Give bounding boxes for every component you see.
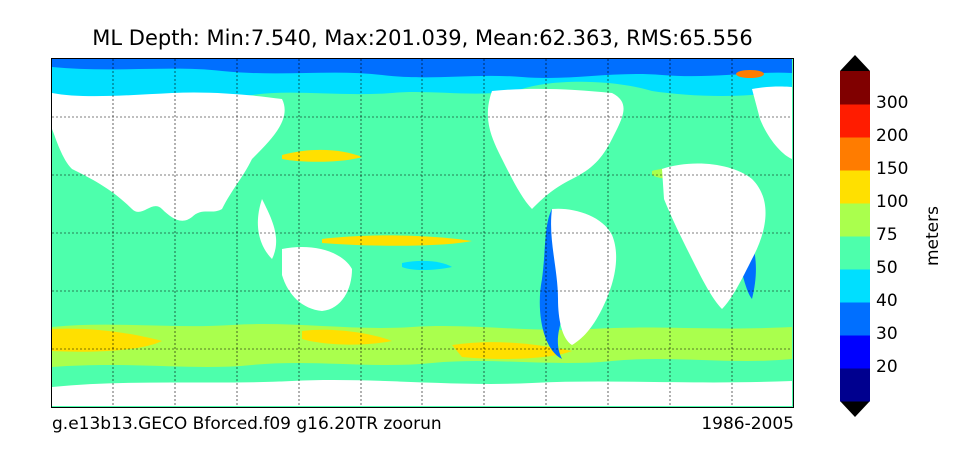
- east-pacific-shallow-patch: [402, 260, 452, 270]
- north-america-landmass: [487, 88, 624, 209]
- africa-landmass: [662, 163, 766, 309]
- colorbar-segment: [840, 269, 870, 303]
- south-australia-deep-patch: [302, 329, 392, 345]
- colorbar-segment: [840, 137, 870, 171]
- colorbar-tick-label: 20: [876, 357, 898, 377]
- colorbar-over-arrow: [840, 55, 870, 71]
- arctic-deep-patch: [736, 70, 764, 78]
- colorbar-segment: [840, 104, 870, 138]
- map-grid: [52, 59, 792, 406]
- colorbar-tick-label: 150: [876, 159, 909, 179]
- colorbar-tick-label: 100: [876, 192, 909, 212]
- colorbar: [840, 55, 870, 417]
- colorbar-tick-label: 300: [876, 93, 909, 113]
- colorbar-segment: [840, 368, 870, 402]
- south-america-landmass: [551, 208, 617, 345]
- colorbar-tick-label: 200: [876, 126, 909, 146]
- colorbar-segment: [840, 170, 870, 204]
- colorbar-tick-label: 30: [876, 324, 898, 344]
- south-pacific-deep-patch: [452, 342, 572, 359]
- asia-europe-landmass: [52, 92, 285, 221]
- colorbar-units-label: meters: [923, 206, 943, 266]
- period-label: 1986-2005: [701, 414, 794, 434]
- colorbar-tick-label: 40: [876, 291, 898, 311]
- colorbar-segment: [840, 236, 870, 270]
- southeast-asia-landmass: [257, 199, 277, 259]
- europe-east-landmass: [752, 86, 792, 159]
- colorbar-under-arrow: [840, 401, 870, 417]
- colorbar-tick-label: 50: [876, 258, 898, 278]
- colorbar-tick-label: 75: [876, 225, 898, 245]
- colorbar-segment: [840, 203, 870, 237]
- equatorial-pacific-deep-patch: [322, 235, 472, 246]
- south-indian-deep-patch: [52, 328, 162, 352]
- north-pacific-deep-patch: [282, 149, 362, 162]
- colorbar-segment: [840, 302, 870, 336]
- colorbar-segment: [840, 335, 870, 369]
- map-area: [51, 58, 794, 408]
- run-label: g.e13b13.GECO Bforced.f09 g16.20TR zooru…: [52, 414, 442, 434]
- map-title: ML Depth: Min:7.540, Max:201.039, Mean:6…: [92, 26, 753, 50]
- australia-landmass: [282, 247, 352, 311]
- mixed-layer-depth-map: [52, 59, 792, 406]
- colorbar-segment: [840, 71, 870, 105]
